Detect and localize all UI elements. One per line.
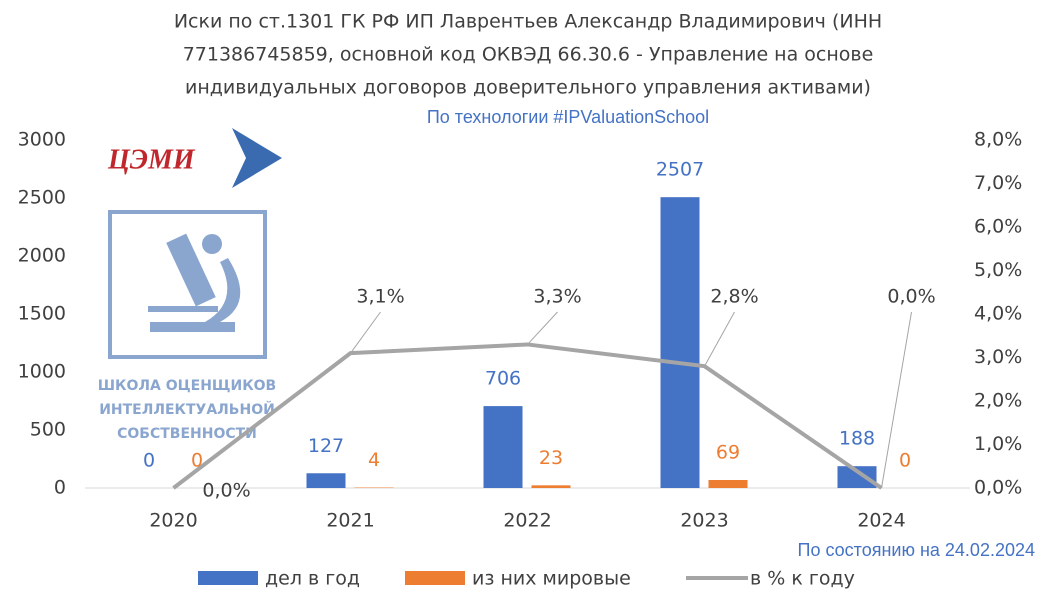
- logo-text: ИНТЕЛЛЕКТУАЛЬНОЙ: [99, 401, 275, 418]
- y-tick-label: 500: [30, 419, 66, 441]
- leader-line: [528, 312, 558, 344]
- y-tick-label: 1000: [18, 361, 66, 383]
- chart-title: 771386745859, основной код ОКВЭД 66.30.6…: [183, 44, 874, 66]
- value-label: 23: [539, 447, 563, 469]
- logo: ЦЭМИ ШКОЛА ОЦЕНЩИКОВ ИНТЕЛЛЕКТУАЛЬНОЙ СО…: [98, 128, 282, 442]
- logo-arrow: [232, 128, 282, 188]
- annotation: По состоянию на 24.02.2024: [798, 540, 1036, 560]
- y2-tick-label: 3,0%: [974, 346, 1022, 368]
- value-label: 188: [839, 428, 875, 450]
- legend-swatch: [405, 571, 465, 585]
- line-label: 0,0%: [202, 480, 250, 502]
- y-tick-label: 1500: [18, 303, 66, 325]
- y2-tick-label: 5,0%: [974, 259, 1022, 281]
- value-label: 2507: [656, 159, 704, 181]
- bar: [484, 406, 523, 488]
- x-tick-label: 2020: [149, 510, 197, 532]
- bar: [709, 480, 748, 488]
- value-label: 0: [899, 450, 911, 472]
- value-label: 4: [368, 449, 380, 471]
- value-label: 706: [485, 368, 521, 390]
- line-label: 3,3%: [533, 286, 581, 308]
- line: [174, 344, 882, 488]
- bar: [307, 473, 346, 488]
- x-tick-label: 2024: [857, 510, 905, 532]
- x-tick-label: 2023: [680, 510, 728, 532]
- legend-swatch: [198, 571, 258, 585]
- legend-label: дел в год: [265, 568, 360, 590]
- leader-line: [705, 312, 735, 366]
- y-tick-label: 0: [54, 477, 66, 499]
- logo-text: ЦЭМИ: [107, 144, 196, 175]
- legend-label: в % к году: [750, 568, 855, 590]
- y2-tick-label: 0,0%: [974, 477, 1022, 499]
- y2-tick-label: 7,0%: [974, 172, 1022, 194]
- y2-tick-label: 4,0%: [974, 303, 1022, 325]
- bar: [661, 197, 700, 488]
- logo-text: ШКОЛА ОЦЕНЩИКОВ: [98, 378, 276, 394]
- y-tick-label: 3000: [18, 129, 66, 151]
- y2-tick-label: 8,0%: [974, 129, 1022, 151]
- legend-label: из них мировые: [472, 568, 631, 590]
- subtitle: По технологии #IPValuationSchool: [427, 107, 709, 127]
- value-label: 127: [308, 435, 344, 457]
- bar: [532, 485, 571, 488]
- chart-title: индивидуальных договоров доверительного …: [185, 77, 871, 99]
- line-label: 3,1%: [356, 286, 404, 308]
- y-tick-label: 2000: [18, 245, 66, 267]
- y2-tick-label: 2,0%: [974, 390, 1022, 412]
- logo-microscope: [148, 234, 240, 332]
- y2-tick-label: 6,0%: [974, 216, 1022, 238]
- y-tick-label: 2500: [18, 187, 66, 209]
- x-tick-label: 2021: [326, 510, 374, 532]
- line-label: 2,8%: [710, 286, 758, 308]
- value-label: 69: [716, 441, 740, 463]
- chart-title: Иски по ст.1301 ГК РФ ИП Лаврентьев Алек…: [174, 11, 882, 33]
- leader-line: [351, 312, 381, 353]
- chart: Иски по ст.1301 ГК РФ ИП Лаврентьев Алек…: [0, 0, 1044, 595]
- y2-tick-label: 1,0%: [974, 433, 1022, 455]
- x-tick-label: 2022: [503, 510, 551, 532]
- line-label: 0,0%: [887, 286, 935, 308]
- value-label: 0: [143, 450, 155, 472]
